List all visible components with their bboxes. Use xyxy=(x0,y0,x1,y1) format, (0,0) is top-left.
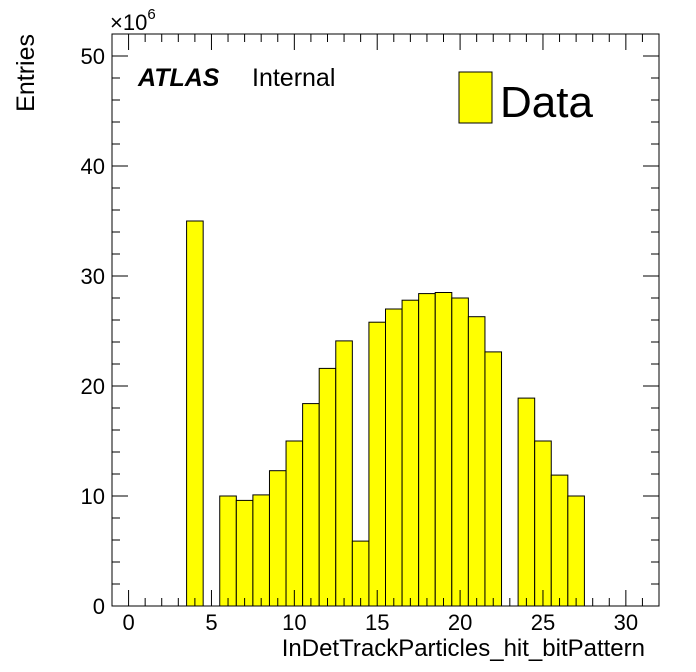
x-tick-label: 15 xyxy=(365,610,389,635)
histogram-bar xyxy=(351,540,370,607)
histogram-bar xyxy=(385,308,403,607)
histogram-bar xyxy=(484,351,503,607)
histogram-bar xyxy=(434,292,453,607)
histogram-bar xyxy=(235,499,254,607)
atlas-status-label: Internal xyxy=(252,64,335,92)
y-axis-multiplier: ×106 xyxy=(110,6,156,35)
x-tick-label: 25 xyxy=(531,610,555,635)
y-axis-ticks: 0 10 20 30 40 50 xyxy=(81,33,659,619)
histogram-bar xyxy=(285,440,304,607)
y-tick-label: 20 xyxy=(81,374,105,399)
histogram-bar xyxy=(335,340,353,607)
histogram-bar xyxy=(219,495,237,607)
y-tick-label: 40 xyxy=(81,154,105,179)
y-tick-label: 50 xyxy=(81,44,105,69)
histogram-bar xyxy=(418,293,436,607)
x-tick-label: 20 xyxy=(448,610,472,635)
histogram-bar xyxy=(550,474,569,607)
x-tick-label: 10 xyxy=(282,610,306,635)
y-tick-label: 30 xyxy=(81,264,105,289)
histogram-bar xyxy=(401,299,420,607)
histogram-bar xyxy=(318,367,337,607)
histogram-bar xyxy=(252,494,270,607)
x-axis-ticks: 0 5 10 15 20 25 30 xyxy=(111,34,660,635)
x-axis-label: InDetTrackParticles_hit_bitPattern xyxy=(282,635,645,662)
y-tick-label: 10 xyxy=(81,484,105,509)
legend-entry-data: Data xyxy=(500,78,593,127)
x-tick-label: 5 xyxy=(205,610,217,635)
bars-group xyxy=(186,220,585,607)
x-tick-label: 30 xyxy=(614,610,638,635)
histogram-bar xyxy=(451,297,469,607)
legend-swatch xyxy=(458,71,493,124)
histogram-bar xyxy=(534,440,552,607)
histogram-bar xyxy=(268,470,287,607)
histogram-bar xyxy=(517,397,536,607)
y-tick-label: 0 xyxy=(93,594,105,619)
histogram-bar xyxy=(567,495,585,607)
x-tick-label: 0 xyxy=(122,610,134,635)
y-axis-label: Entries xyxy=(12,34,40,112)
atlas-label: ATLAS xyxy=(137,64,220,92)
histogram-bar xyxy=(467,316,486,607)
histogram-bar xyxy=(302,403,320,607)
histogram-bar xyxy=(368,321,387,607)
histogram-bar xyxy=(186,220,204,607)
